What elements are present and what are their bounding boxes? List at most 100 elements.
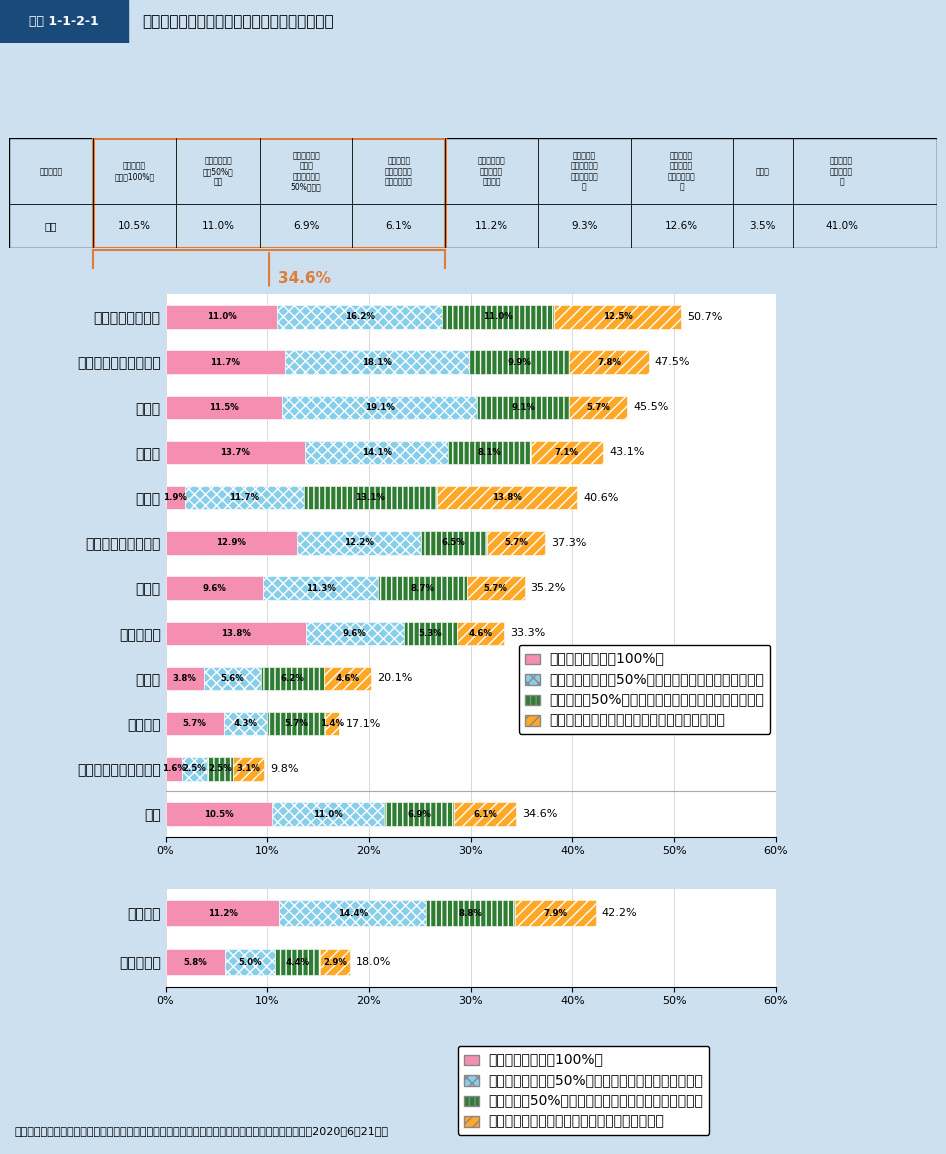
Text: 5.3%: 5.3% bbox=[418, 629, 443, 638]
Text: 12.2%: 12.2% bbox=[343, 539, 374, 547]
Text: 8.1%: 8.1% bbox=[478, 448, 501, 457]
Text: 14.1%: 14.1% bbox=[361, 448, 392, 457]
Text: 5.7%: 5.7% bbox=[183, 719, 206, 728]
Bar bbox=[204, 667, 261, 690]
Bar bbox=[279, 900, 426, 926]
Legend: テレワーク（ほぼ100%）, テレワーク中心（50%以上）で、定期的に出勤を併用, 出勤中心（50%以上）で、定期的にテレワークを併用, 基本的に出勤だが、不定: テレワーク（ほぼ100%）, テレワーク中心（50%以上）で、定期的に出勤を併用… bbox=[458, 1046, 710, 1134]
Text: 2.5%: 2.5% bbox=[208, 764, 232, 773]
Text: 42.2%: 42.2% bbox=[602, 908, 638, 919]
Text: 3.1%: 3.1% bbox=[236, 764, 260, 773]
Bar bbox=[0, 0, 128, 43]
Text: 5.7%: 5.7% bbox=[504, 539, 528, 547]
Bar bbox=[93, 138, 446, 248]
Bar bbox=[166, 757, 182, 780]
Text: 10.5%: 10.5% bbox=[118, 222, 151, 231]
Bar bbox=[166, 351, 285, 374]
Text: 6.2%: 6.2% bbox=[281, 674, 305, 683]
Text: 16.2%: 16.2% bbox=[345, 313, 375, 321]
Bar bbox=[166, 486, 184, 509]
Text: 41.0%: 41.0% bbox=[825, 222, 858, 231]
Bar bbox=[306, 622, 404, 645]
Bar bbox=[454, 802, 517, 826]
Text: 11.2%: 11.2% bbox=[475, 222, 508, 231]
Text: 2.5%: 2.5% bbox=[183, 764, 206, 773]
Bar bbox=[283, 396, 477, 419]
Text: 5.7%: 5.7% bbox=[285, 719, 308, 728]
Bar bbox=[466, 576, 524, 600]
Text: 資料：内閣府「新型コロナウイルス感染症の影響下における生活意識・行動の変化に関する調査」（2020年6月21日）: 資料：内閣府「新型コロナウイルス感染症の影響下における生活意識・行動の変化に関す… bbox=[14, 1126, 388, 1136]
Text: 11.7%: 11.7% bbox=[229, 493, 259, 502]
Text: 5.8%: 5.8% bbox=[184, 958, 207, 967]
Text: 11.0%: 11.0% bbox=[201, 222, 235, 231]
Text: 13.1%: 13.1% bbox=[356, 493, 385, 502]
Bar bbox=[437, 486, 577, 509]
Text: 10.5%: 10.5% bbox=[204, 810, 234, 818]
Text: 37.3%: 37.3% bbox=[551, 538, 587, 548]
Text: 全体: 全体 bbox=[44, 222, 58, 231]
Text: 9.6%: 9.6% bbox=[342, 629, 367, 638]
Text: 13.8%: 13.8% bbox=[492, 493, 522, 502]
Text: 11.7%: 11.7% bbox=[210, 358, 240, 367]
Text: 33.3%: 33.3% bbox=[510, 628, 546, 638]
Bar bbox=[267, 712, 325, 735]
Legend: テレワーク（ほぼ100%）, テレワーク中心（50%以上）で、定期的に出勤を併用, 出勤中心（50%以上）で、定期的にテレワークを併用, 基本的に出勤だが、不定: テレワーク（ほぼ100%）, テレワーク中心（50%以上）で、定期的に出勤を併用… bbox=[518, 645, 770, 734]
Text: テレワークの実施状況（業種別、雇用形態別）: テレワークの実施状況（業種別、雇用形態別） bbox=[142, 14, 334, 29]
Bar bbox=[166, 622, 306, 645]
Text: 8.8%: 8.8% bbox=[459, 908, 482, 917]
Bar bbox=[442, 305, 554, 329]
Text: 6.1%: 6.1% bbox=[473, 810, 498, 818]
Text: テレワーク
（ほぼ100%）: テレワーク （ほぼ100%） bbox=[114, 162, 155, 181]
Text: 6.9%: 6.9% bbox=[293, 222, 320, 231]
Text: 図表 1-1-2-1: 図表 1-1-2-1 bbox=[29, 15, 99, 28]
Text: 回答者割合: 回答者割合 bbox=[40, 167, 62, 175]
Text: 11.5%: 11.5% bbox=[209, 403, 239, 412]
Bar bbox=[325, 712, 340, 735]
Text: 50.7%: 50.7% bbox=[687, 312, 723, 322]
Bar bbox=[233, 757, 264, 780]
Text: 5.7%: 5.7% bbox=[483, 584, 507, 592]
Text: 定期的にテレ
ワーク
［出勤中心：
50%以上］: 定期的にテレ ワーク ［出勤中心： 50%以上］ bbox=[290, 151, 322, 192]
Text: 34.6%: 34.6% bbox=[522, 809, 558, 819]
Bar bbox=[404, 622, 458, 645]
Text: 7.1%: 7.1% bbox=[554, 448, 579, 457]
Text: 6.5%: 6.5% bbox=[442, 539, 465, 547]
Bar bbox=[263, 576, 378, 600]
Bar bbox=[320, 950, 350, 975]
Text: 18.1%: 18.1% bbox=[361, 358, 392, 367]
Bar bbox=[166, 667, 204, 690]
Bar bbox=[378, 576, 466, 600]
Bar bbox=[458, 622, 504, 645]
Text: 3.8%: 3.8% bbox=[173, 674, 197, 683]
Bar bbox=[166, 802, 272, 826]
Text: 12.5%: 12.5% bbox=[603, 313, 633, 321]
Text: 4.3%: 4.3% bbox=[234, 719, 257, 728]
Bar bbox=[569, 351, 649, 374]
Text: 9.9%: 9.9% bbox=[507, 358, 531, 367]
Bar bbox=[166, 712, 223, 735]
Text: その他: その他 bbox=[756, 167, 770, 175]
Bar bbox=[166, 441, 305, 464]
Text: 45.5%: 45.5% bbox=[634, 403, 669, 412]
Text: 9.1%: 9.1% bbox=[511, 403, 534, 412]
Text: 3.5%: 3.5% bbox=[749, 222, 776, 231]
Text: 4.4%: 4.4% bbox=[286, 958, 310, 967]
Bar bbox=[324, 667, 371, 690]
Text: 特別休暇取
得などによ
る勤務時間縮
減: 特別休暇取 得などによ る勤務時間縮 減 bbox=[668, 151, 695, 192]
Bar bbox=[223, 712, 267, 735]
Bar bbox=[166, 305, 277, 329]
Bar bbox=[277, 305, 442, 329]
Text: 40.6%: 40.6% bbox=[584, 493, 619, 503]
Bar bbox=[554, 305, 681, 329]
Text: テレワーク中
心（50%以
上）: テレワーク中 心（50%以 上） bbox=[202, 157, 234, 186]
Bar bbox=[166, 576, 263, 600]
Text: 17.1%: 17.1% bbox=[345, 719, 381, 728]
Bar bbox=[448, 441, 531, 464]
Bar bbox=[224, 950, 275, 975]
Bar bbox=[182, 757, 207, 780]
Bar bbox=[305, 441, 448, 464]
Text: 11.0%: 11.0% bbox=[313, 810, 343, 818]
Text: 1.9%: 1.9% bbox=[164, 493, 187, 502]
Text: 12.9%: 12.9% bbox=[217, 539, 246, 547]
Text: 時差出勤や
フレックスタ
イムによる勤
務: 時差出勤や フレックスタ イムによる勤 務 bbox=[570, 151, 598, 192]
Text: 基本的に出
勤（不定期に
テレワーク）: 基本的に出 勤（不定期に テレワーク） bbox=[385, 157, 412, 186]
